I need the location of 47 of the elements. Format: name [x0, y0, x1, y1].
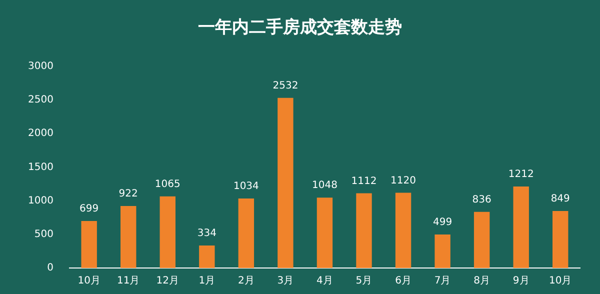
data-label: 699 — [80, 204, 99, 215]
x-tick-label: 1月 — [198, 276, 216, 287]
data-label: 1112 — [351, 176, 377, 187]
x-tick-label: 11月 — [116, 276, 140, 287]
bar — [278, 98, 294, 268]
data-label: 849 — [550, 194, 570, 205]
bar — [160, 196, 176, 268]
x-tick-label: 4月 — [316, 276, 333, 287]
x-tick-label: 7月 — [434, 276, 451, 287]
y-tick-label: 1000 — [28, 195, 54, 206]
x-tick-label: 12月 — [156, 276, 179, 287]
y-tick-label: 2000 — [28, 128, 54, 140]
bar — [316, 198, 333, 268]
data-label: 499 — [432, 217, 452, 228]
bar — [81, 221, 97, 268]
bar — [199, 246, 215, 268]
bar — [434, 234, 450, 268]
x-tick-label: 10月 — [78, 276, 100, 287]
y-tick-label: 0 — [47, 262, 54, 274]
y-tick-label: 500 — [34, 228, 54, 240]
data-label: 922 — [118, 188, 138, 200]
bar — [120, 206, 136, 268]
bar — [238, 198, 254, 268]
chart-title: 一年内二手房成交套数走势 — [198, 18, 402, 38]
bar — [513, 186, 529, 268]
x-tick-label: 3月 — [277, 276, 294, 287]
x-tick-label: 9月 — [512, 276, 530, 287]
x-tick-label: 8月 — [474, 276, 490, 287]
x-tick-label: 6月 — [395, 276, 412, 287]
data-label: 334 — [197, 228, 216, 240]
y-tick-label: 3000 — [28, 60, 54, 72]
bar — [356, 193, 372, 268]
x-tick-label: 5月 — [356, 276, 372, 287]
data-label: 1048 — [312, 180, 338, 192]
bar — [474, 212, 490, 268]
data-label: 1065 — [154, 179, 180, 190]
x-tick-label: 10月 — [548, 276, 572, 287]
y-tick-label: 2500 — [28, 94, 54, 106]
bar — [552, 210, 568, 268]
data-label: 1034 — [233, 181, 259, 192]
y-tick-label: 1500 — [28, 162, 54, 173]
data-label: 836 — [472, 194, 492, 206]
data-label: 1120 — [390, 175, 416, 186]
data-label: 1212 — [508, 169, 534, 180]
bar — [395, 192, 412, 268]
x-tick-label: 2月 — [238, 276, 254, 287]
data-label: 2532 — [272, 80, 298, 92]
